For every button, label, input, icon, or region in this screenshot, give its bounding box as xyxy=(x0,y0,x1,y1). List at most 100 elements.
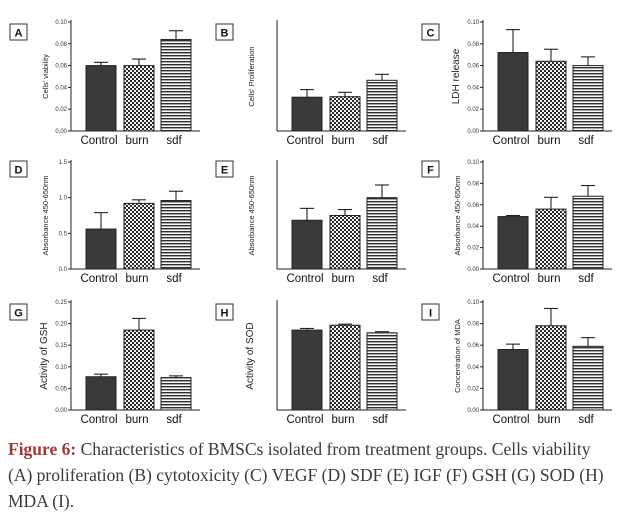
chart-panel-g: G 0.00 0.05 0.10 0.15 0.20 0.25 Activity of GSH… xyxy=(9,300,200,426)
x-category-label: burn xyxy=(125,135,148,147)
bar-burn xyxy=(535,208,567,270)
x-category-label: burn xyxy=(331,273,354,285)
bar-control xyxy=(291,96,323,132)
x-category-label: burn xyxy=(537,414,560,426)
x-category-label: sdf xyxy=(166,135,182,147)
bar-control xyxy=(85,65,117,132)
panel-letter-box-c xyxy=(421,23,440,41)
panel-letter-b: B xyxy=(221,28,229,40)
y-tick-label: 0.04 xyxy=(55,85,67,91)
chart-panel-b: B Cells' Proliferation Control burn sdf xyxy=(215,20,406,147)
panel-letter-d: D xyxy=(15,165,23,177)
caption-label: Figure 6: xyxy=(8,439,77,459)
chart-panel-f: F 0.00 0.02 0.04 0.06 0.08 0.10 Absorbance 450-… xyxy=(421,160,612,285)
y-tick-label: 0.00 xyxy=(467,267,479,273)
bar-sdf xyxy=(366,197,398,270)
bar-burn xyxy=(123,202,155,270)
y-tick-label: 1.0 xyxy=(59,196,68,202)
bar-burn xyxy=(123,329,155,411)
panel-letter-g: G xyxy=(14,308,23,320)
x-category-label: burn xyxy=(331,135,354,147)
x-category-label: sdf xyxy=(578,273,594,285)
y-tick-label: 0.04 xyxy=(467,85,479,91)
panel-letter-e: E xyxy=(221,165,228,177)
y-tick-label: 0.06 xyxy=(467,64,479,70)
y-tick-label: 0.10 xyxy=(55,365,67,371)
bar-control xyxy=(497,216,529,270)
y-axis-label: Concentration of MDA xyxy=(453,319,462,393)
x-category-label: sdf xyxy=(166,414,182,426)
y-tick-label: 0.04 xyxy=(467,224,479,230)
x-category-label: sdf xyxy=(578,135,594,147)
bar-control xyxy=(85,228,117,270)
y-tick-label: 0.06 xyxy=(467,203,479,209)
y-tick-label: 0.08 xyxy=(467,181,479,187)
y-tick-label: 0.02 xyxy=(55,107,67,113)
y-axis-label: Activity of SOD xyxy=(245,322,256,389)
bar-burn xyxy=(535,325,567,411)
x-category-label: Control xyxy=(286,414,323,426)
x-category-label: Control xyxy=(80,135,117,147)
x-category-label: burn xyxy=(125,273,148,285)
y-tick-label: 0.20 xyxy=(55,322,67,328)
bar-sdf xyxy=(572,195,604,270)
y-axis-label: Absorbance 450-650nm xyxy=(41,175,50,255)
panel-letter-box-e xyxy=(215,160,234,178)
y-axis-label: Cells' viability xyxy=(41,54,50,99)
panel-letter-box-b xyxy=(215,23,234,41)
y-tick-label: 0.00 xyxy=(55,129,67,135)
x-category-label: sdf xyxy=(166,273,182,285)
panel-letter-box-a xyxy=(9,23,28,41)
chart-panel-e: E Absorbance 450-650nm Control burn sdf xyxy=(215,160,406,285)
chart-panel-i: I 0.00 0.02 0.04 0.06 0.08 0.10 Concentration o… xyxy=(421,300,612,426)
y-tick-label: 1.5 xyxy=(59,160,68,166)
y-axis-label: Absorbance 450-650nm xyxy=(247,175,256,255)
bar-control xyxy=(291,219,323,270)
bar-control xyxy=(85,376,117,411)
y-tick-label: 0.02 xyxy=(467,386,479,392)
y-tick-label: 0.08 xyxy=(467,42,479,48)
y-tick-label: 0.08 xyxy=(467,322,479,328)
x-category-label: burn xyxy=(537,135,560,147)
x-category-label: sdf xyxy=(372,135,388,147)
panel-letter-box-i xyxy=(421,303,440,321)
panel-letter-box-d xyxy=(9,160,28,178)
chart-panel-a: A 0.00 0.02 0.04 0.06 0.08 0.10 Cells' viabilit… xyxy=(9,20,200,147)
y-tick-label: 0.05 xyxy=(55,386,67,392)
y-tick-label: 0.00 xyxy=(467,129,479,135)
y-tick-label: 0.06 xyxy=(55,64,67,70)
y-axis-label: Cells' Proliferation xyxy=(247,46,256,106)
panel-letter-box-f xyxy=(421,160,440,178)
bar-burn xyxy=(535,60,567,132)
x-category-label: sdf xyxy=(578,414,594,426)
y-tick-label: 0.25 xyxy=(55,300,67,306)
y-axis-label: LDH release xyxy=(451,48,462,104)
bar-sdf xyxy=(160,377,192,411)
y-tick-label: 0.0 xyxy=(59,267,68,273)
bar-sdf xyxy=(160,38,192,132)
caption-text: Characteristics of BMSCs isolated from t… xyxy=(8,439,604,511)
bar-control xyxy=(497,52,529,132)
chart-panel-d: D 0.0 0.5 1.0 1.5 Absorbance 450-650nm Control… xyxy=(9,160,200,285)
bar-sdf xyxy=(572,65,604,132)
x-category-label: Control xyxy=(492,135,529,147)
panel-letter-i: I xyxy=(429,308,432,320)
x-category-label: burn xyxy=(537,273,560,285)
x-category-label: sdf xyxy=(372,273,388,285)
bar-burn xyxy=(329,324,361,411)
y-axis-label: Activity of GSH xyxy=(39,322,50,389)
chart-panel-c: C 0.00 0.02 0.04 0.06 0.08 0.10 LDH release Cont… xyxy=(421,20,612,147)
panel-letter-h: H xyxy=(221,308,229,320)
y-tick-label: 0.5 xyxy=(59,231,68,237)
bar-control xyxy=(291,329,323,411)
bar-sdf xyxy=(366,332,398,411)
x-category-label: Control xyxy=(286,273,323,285)
panel-letter-box-h xyxy=(215,303,234,321)
x-category-label: Control xyxy=(492,273,529,285)
y-tick-label: 0.02 xyxy=(467,107,479,113)
y-tick-label: 0.10 xyxy=(467,300,479,306)
x-category-label: burn xyxy=(331,414,354,426)
y-tick-label: 0.10 xyxy=(55,20,67,26)
y-tick-label: 0.02 xyxy=(467,246,479,252)
